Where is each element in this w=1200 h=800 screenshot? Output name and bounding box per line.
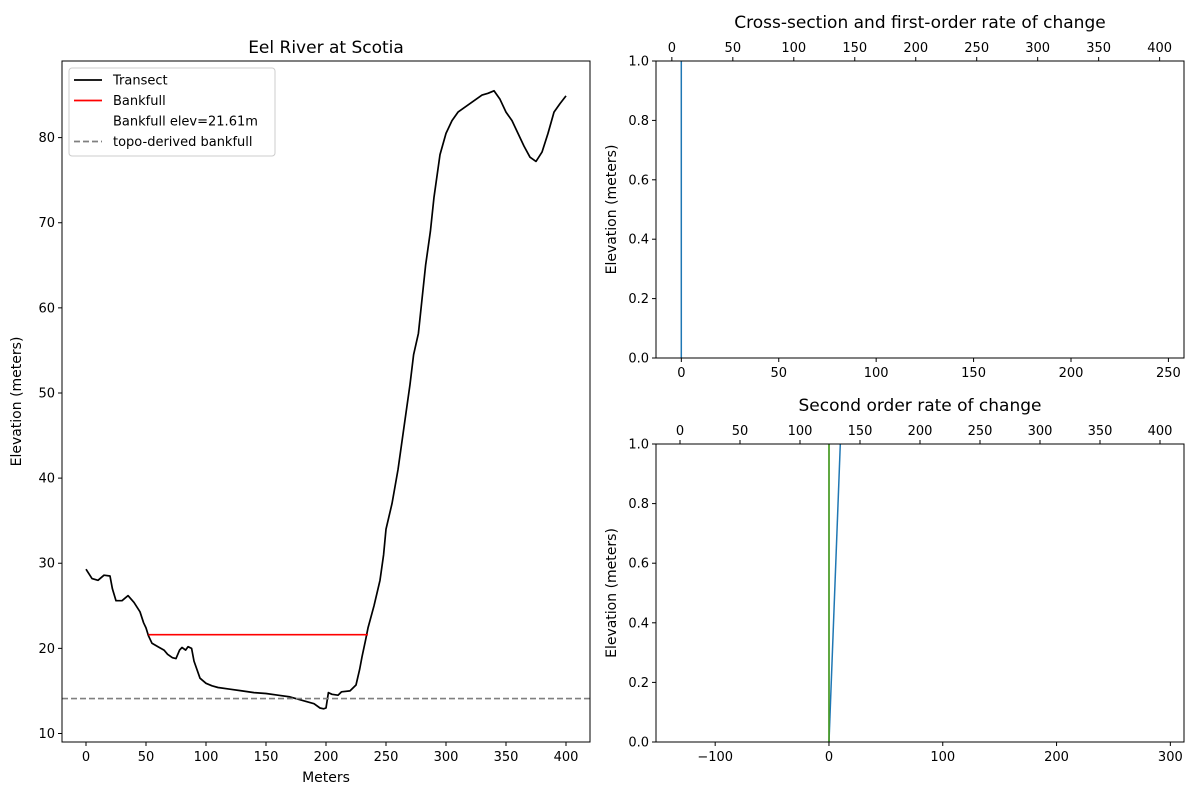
y-tick-label: 1.0 <box>628 55 649 70</box>
x-tick-label: 200 <box>1059 366 1084 381</box>
y-tick-label: 10 <box>38 727 55 742</box>
x-tick-label: 0 <box>825 750 833 765</box>
chart-title: Eel River at Scotia <box>248 38 404 58</box>
top-x-tick-label: 350 <box>1088 424 1113 439</box>
top-x-tick-label: 100 <box>781 41 806 56</box>
x-tick-label: 0 <box>677 366 685 381</box>
legend-box <box>68 67 276 157</box>
x-tick-label: 300 <box>434 750 459 765</box>
chart-title: Cross-section and first-order rate of ch… <box>734 13 1105 33</box>
y-tick-label: 0.8 <box>628 114 649 129</box>
top-x-tick-label: 250 <box>964 41 989 56</box>
x-tick-label: 300 <box>1158 750 1183 765</box>
x-axis-label: Meters <box>302 770 350 786</box>
legend-label: Bankfull <box>113 94 166 109</box>
x-tick-label: −100 <box>697 750 733 765</box>
axes-frame <box>655 443 1185 743</box>
x-tick-label: 400 <box>554 750 579 765</box>
y-tick-label: 0.8 <box>628 497 649 512</box>
top-x-tick-label: 300 <box>1028 424 1053 439</box>
top-x-tick-label: 200 <box>908 424 933 439</box>
y-tick-label: 0.6 <box>628 557 649 572</box>
top-x-tick-label: 300 <box>1025 41 1050 56</box>
top-x-tick-label: 350 <box>1086 41 1111 56</box>
y-tick-label: 0.4 <box>628 233 649 248</box>
top-x-tick-label: 50 <box>725 41 742 56</box>
top-x-tick-label: 200 <box>903 41 928 56</box>
plot-area <box>828 444 842 742</box>
y-tick-label: 30 <box>38 557 55 572</box>
y-tick-label: 1.0 <box>628 438 649 453</box>
y-axis-label: Elevation (meters) <box>604 145 620 275</box>
x-tick-label: 350 <box>494 750 519 765</box>
top-x-tick-label: 250 <box>968 424 993 439</box>
top-x-tick-label: 50 <box>732 424 749 439</box>
x-tick-label: 100 <box>194 750 219 765</box>
x-tick-label: 200 <box>1044 750 1069 765</box>
y-tick-label: 0.2 <box>628 292 649 307</box>
top-x-tick-label: 400 <box>1148 424 1173 439</box>
y-tick-label: 80 <box>38 131 55 146</box>
top-x-tick-label: 0 <box>668 41 676 56</box>
plot-area <box>62 89 590 710</box>
chart-panel-3: −100 0 100 200 300 0 50 100 150 200 250 300 350 400 0.… <box>604 396 1185 765</box>
chart-panel-1: 0 50 100 150 200 250 300 350 400 10 20 30 40 50 60 70 80… <box>9 38 591 786</box>
legend-label: Bankfull elev=21.61m <box>113 115 258 130</box>
top-x-tick-label: 100 <box>788 424 813 439</box>
x-tick-label: 100 <box>930 750 955 765</box>
x-tick-label: 250 <box>1156 366 1181 381</box>
y-tick-label: 0.0 <box>628 736 649 751</box>
chart-title: Second order rate of change <box>799 396 1042 416</box>
y-tick-label: 70 <box>38 216 55 231</box>
legend-label: Transect <box>112 74 168 89</box>
y-axis-label: Elevation (meters) <box>604 528 620 658</box>
legend-label: topo-derived bankfull <box>113 135 253 150</box>
x-tick-label: 0 <box>82 750 90 765</box>
top-x-tick-label: 0 <box>676 424 684 439</box>
y-tick-label: 40 <box>38 472 55 487</box>
legend: Transect Bankfull Bankfull elev=21.61m topo… <box>68 67 276 157</box>
chart-panel-2: 0 50 100 150 200 250 0 50 100 150 200 250 300 350 400 0… <box>604 13 1185 381</box>
series-1-line <box>828 444 842 742</box>
top-x-tick-label: 150 <box>842 41 867 56</box>
x-tick-label: 150 <box>254 750 279 765</box>
top-x-tick-label: 400 <box>1147 41 1172 56</box>
x-tick-label: 50 <box>770 366 787 381</box>
y-tick-label: 60 <box>38 301 55 316</box>
x-tick-label: 100 <box>864 366 889 381</box>
y-tick-label: 0.2 <box>628 676 649 691</box>
x-tick-label: 50 <box>138 750 155 765</box>
y-tick-label: 20 <box>38 642 55 657</box>
x-tick-label: 200 <box>314 750 339 765</box>
y-tick-label: 50 <box>38 386 55 401</box>
y-tick-label: 0.0 <box>628 352 649 367</box>
transect-line <box>85 89 567 710</box>
axes-frame <box>61 60 591 743</box>
axes-frame <box>655 60 1185 359</box>
x-tick-label: 150 <box>961 366 986 381</box>
y-tick-label: 0.4 <box>628 616 649 631</box>
x-tick-label: 250 <box>374 750 399 765</box>
top-x-tick-label: 150 <box>848 424 873 439</box>
y-tick-label: 0.6 <box>628 173 649 188</box>
y-axis-label: Elevation (meters) <box>9 337 25 467</box>
